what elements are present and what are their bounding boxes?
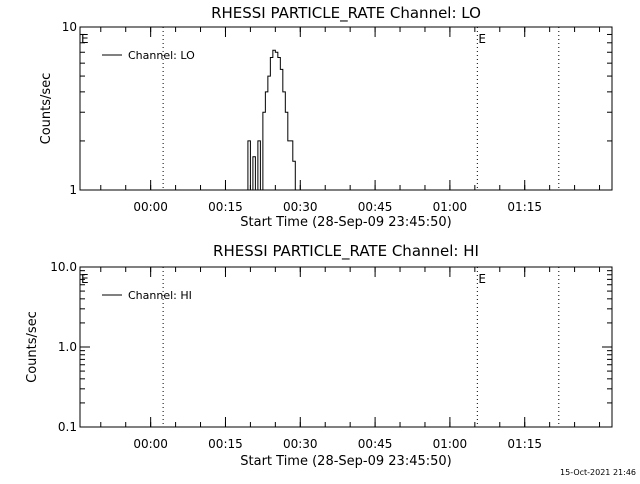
y-tick-label: 10.0 — [50, 260, 77, 274]
x-tick-label: 00:15 — [208, 200, 243, 214]
y-tick-label: 10 — [62, 20, 77, 34]
x-tick-label: 01:15 — [507, 437, 542, 451]
chart-panel-1: RHESSI PARTICLE_RATE Channel: HI Counts/s… — [25, 242, 613, 469]
event-marker-label: E — [81, 32, 89, 46]
y-axis-label: Counts/sec — [39, 73, 54, 145]
x-tick-label: 00:45 — [358, 200, 393, 214]
chart-title: RHESSI PARTICLE_RATE Channel: LO — [211, 4, 481, 23]
event-marker-label: E — [478, 32, 486, 46]
event-marker-label: E — [81, 272, 89, 286]
legend-label: Channel: HI — [128, 289, 192, 302]
y-tick-label: 0.1 — [58, 420, 77, 434]
x-tick-label: 00:45 — [358, 437, 393, 451]
chart-panel-0: RHESSI PARTICLE_RATE Channel: LO Counts/s… — [39, 4, 613, 230]
x-tick-label: 00:30 — [283, 200, 318, 214]
x-tick-label: 00:00 — [133, 437, 168, 451]
series-line-0 — [245, 49, 298, 191]
y-tick-label: 1.0 — [58, 340, 77, 354]
event-marker-label: E — [478, 272, 486, 286]
x-tick-label: 00:30 — [283, 437, 318, 451]
x-tick-label: 00:00 — [133, 200, 168, 214]
timestamp: 15-Oct-2021 21:46 — [560, 468, 636, 477]
y-axis-label: Counts/sec — [25, 311, 40, 383]
legend-label: Channel: LO — [128, 49, 195, 62]
x-tick-label: 01:00 — [433, 200, 468, 214]
x-tick-label: 00:15 — [208, 437, 243, 451]
plot-frame — [79, 26, 613, 191]
x-axis-label: Start Time (28-Sep-09 23:45:50) — [240, 215, 451, 230]
chart-title: RHESSI PARTICLE_RATE Channel: HI — [213, 242, 479, 261]
x-tick-label: 01:15 — [507, 200, 542, 214]
y-tick-label: 1 — [69, 183, 77, 197]
x-tick-label: 01:00 — [433, 437, 468, 451]
x-axis-label: Start Time (28-Sep-09 23:45:50) — [240, 454, 451, 469]
